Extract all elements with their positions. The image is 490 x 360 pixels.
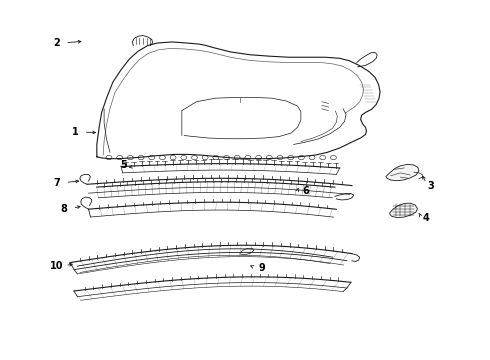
Polygon shape — [386, 165, 419, 181]
Text: 6: 6 — [302, 186, 309, 196]
Polygon shape — [390, 203, 417, 218]
Text: 1: 1 — [72, 127, 78, 137]
Text: 5: 5 — [120, 160, 127, 170]
Text: 10: 10 — [50, 261, 63, 271]
Text: 4: 4 — [422, 213, 429, 224]
Text: 8: 8 — [61, 204, 68, 214]
Text: 9: 9 — [259, 263, 266, 273]
Text: 7: 7 — [53, 178, 60, 188]
Text: 2: 2 — [53, 38, 60, 48]
Text: 3: 3 — [427, 181, 434, 192]
